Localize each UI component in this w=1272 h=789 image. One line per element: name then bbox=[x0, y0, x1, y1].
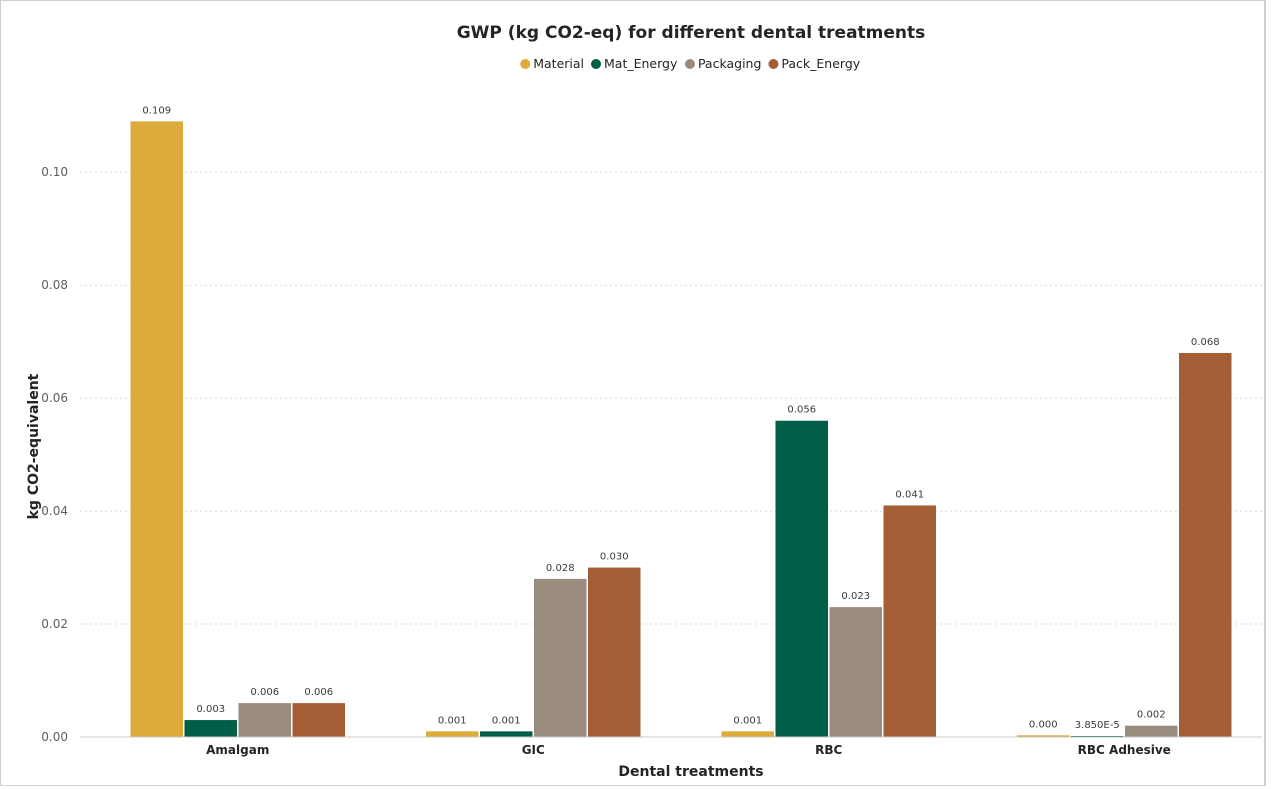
data-label: 0.006 bbox=[304, 687, 333, 698]
data-label: 0.109 bbox=[142, 105, 171, 116]
legend-marker bbox=[768, 59, 779, 69]
data-label: 0.000 bbox=[1029, 719, 1058, 730]
bar-material-rbc bbox=[721, 731, 774, 737]
legend: Material Mat_Energy Packaging Pack_Energy bbox=[520, 56, 861, 71]
data-label: 0.001 bbox=[492, 715, 521, 726]
legend-label: Packaging bbox=[698, 56, 761, 71]
y-tick-label: 0.02 bbox=[41, 617, 68, 631]
bar-packaging-amalgam bbox=[238, 703, 291, 737]
bar-pack-energy-rbc-adhesive bbox=[1179, 352, 1232, 737]
bar-pack-energy-rbc bbox=[883, 505, 936, 737]
bar-pack-energy-gic bbox=[588, 567, 641, 737]
x-category-label: GIC bbox=[522, 743, 545, 757]
data-label: 0.006 bbox=[250, 687, 279, 698]
gridlines bbox=[80, 171, 1262, 625]
x-axis-title: Dental treatments bbox=[618, 764, 763, 780]
legend-label: Mat_Energy bbox=[604, 56, 678, 71]
y-tick-label: 0.10 bbox=[41, 165, 68, 179]
x-category-label: Amalgam bbox=[206, 743, 269, 757]
data-label: 0.001 bbox=[438, 715, 467, 726]
bar-material-rbc-adhesive bbox=[1017, 735, 1070, 737]
bars bbox=[130, 121, 1232, 737]
legend-marker bbox=[591, 59, 602, 69]
data-label: 0.056 bbox=[787, 405, 816, 416]
x-axis-categories: Amalgam GIC RBC RBC Adhesive bbox=[206, 743, 1171, 757]
data-label: 0.001 bbox=[733, 715, 762, 726]
y-axis-ticks: 0.00 0.02 0.04 0.06 0.08 0.10 bbox=[41, 165, 68, 744]
bar-packaging-rbc bbox=[829, 607, 882, 737]
chart-title: GWP (kg CO2-eq) for different dental tre… bbox=[457, 23, 926, 43]
x-category-label: RBC bbox=[815, 743, 842, 757]
bar-mat-energy-gic bbox=[480, 731, 533, 737]
legend-marker bbox=[684, 59, 695, 69]
bar-mat-energy-rbc bbox=[775, 420, 828, 737]
data-label: 0.068 bbox=[1191, 337, 1220, 348]
bar-packaging-gic bbox=[534, 578, 587, 737]
data-label: 0.041 bbox=[895, 489, 924, 500]
y-tick-label: 0.08 bbox=[41, 278, 68, 292]
data-label: 0.030 bbox=[600, 552, 629, 563]
legend-label: Pack_Energy bbox=[781, 56, 860, 71]
bar-mat-energy-amalgam bbox=[184, 720, 237, 737]
data-label: 3.850E-5 bbox=[1075, 720, 1120, 731]
bar-pack-energy-amalgam bbox=[292, 703, 345, 737]
y-tick-label: 0.04 bbox=[41, 504, 68, 518]
bar-material-gic bbox=[426, 731, 479, 737]
legend-marker bbox=[520, 59, 531, 69]
y-tick-label: 0.00 bbox=[41, 730, 68, 744]
x-category-label: RBC Adhesive bbox=[1078, 743, 1171, 757]
bar-material-amalgam bbox=[130, 121, 183, 737]
data-label: 0.028 bbox=[546, 563, 575, 574]
bar-packaging-rbc-adhesive bbox=[1125, 725, 1178, 737]
y-axis-title: kg CO2-equivalent bbox=[26, 373, 42, 519]
data-label: 0.003 bbox=[196, 704, 225, 715]
data-label: 0.023 bbox=[841, 591, 870, 602]
y-tick-label: 0.06 bbox=[41, 391, 68, 405]
data-label: 0.002 bbox=[1137, 710, 1166, 721]
legend-label: Material bbox=[533, 56, 584, 71]
data-labels: 0.109 0.003 0.006 0.006 0.001 0.001 0.028 0.030… bbox=[142, 105, 1219, 731]
